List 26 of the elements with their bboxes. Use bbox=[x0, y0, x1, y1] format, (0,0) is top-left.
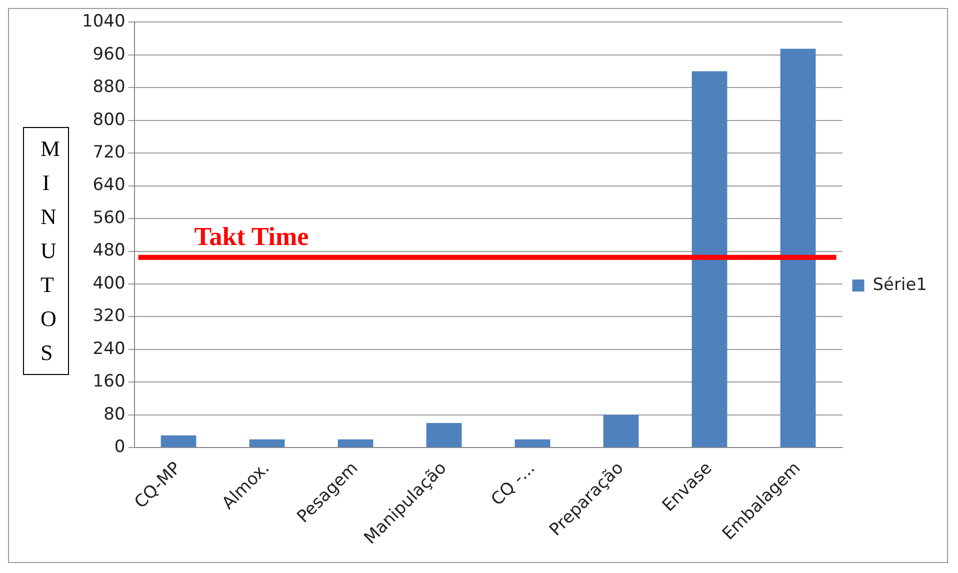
y-tick-label: 400 bbox=[92, 273, 126, 294]
y-tick-label: 240 bbox=[92, 338, 126, 359]
bar bbox=[692, 71, 728, 448]
bar bbox=[338, 439, 374, 448]
bar bbox=[160, 435, 196, 448]
y-tick-label: 80 bbox=[104, 404, 126, 424]
legend-label: Série1 bbox=[872, 274, 928, 295]
y-tick-label: 960 bbox=[92, 44, 126, 64]
y-tick-label: 800 bbox=[92, 110, 126, 130]
bar bbox=[249, 439, 285, 448]
bar bbox=[780, 48, 816, 448]
y-tick-label: 0 bbox=[114, 437, 126, 458]
y-tick-label: 720 bbox=[92, 142, 126, 163]
bar bbox=[514, 439, 550, 448]
y-tick-label: 1040 bbox=[82, 12, 126, 32]
y-tick-label: 480 bbox=[92, 240, 126, 261]
bar bbox=[426, 423, 462, 448]
y-tick-label: 640 bbox=[92, 175, 126, 196]
ref-line-label: Takt Time bbox=[194, 222, 309, 252]
y-tick-label: 880 bbox=[92, 77, 126, 98]
y-tick-label: 320 bbox=[92, 306, 126, 326]
x-tick-label: CQ -... bbox=[488, 458, 540, 510]
y-tick-label: 160 bbox=[92, 372, 126, 392]
y-tick-label: 560 bbox=[92, 208, 126, 228]
bar bbox=[603, 414, 639, 448]
y-axis-title: MINUTOS bbox=[40, 135, 60, 367]
